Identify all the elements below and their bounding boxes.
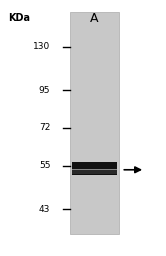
FancyBboxPatch shape [72, 169, 117, 174]
FancyBboxPatch shape [70, 12, 119, 234]
Text: KDa: KDa [8, 13, 30, 23]
FancyBboxPatch shape [72, 169, 117, 175]
Text: 72: 72 [39, 123, 50, 133]
Text: 43: 43 [39, 205, 50, 214]
Text: 55: 55 [39, 162, 50, 170]
Text: A: A [90, 12, 99, 25]
FancyBboxPatch shape [72, 162, 117, 168]
Text: 130: 130 [33, 42, 50, 51]
Text: 95: 95 [39, 86, 50, 94]
